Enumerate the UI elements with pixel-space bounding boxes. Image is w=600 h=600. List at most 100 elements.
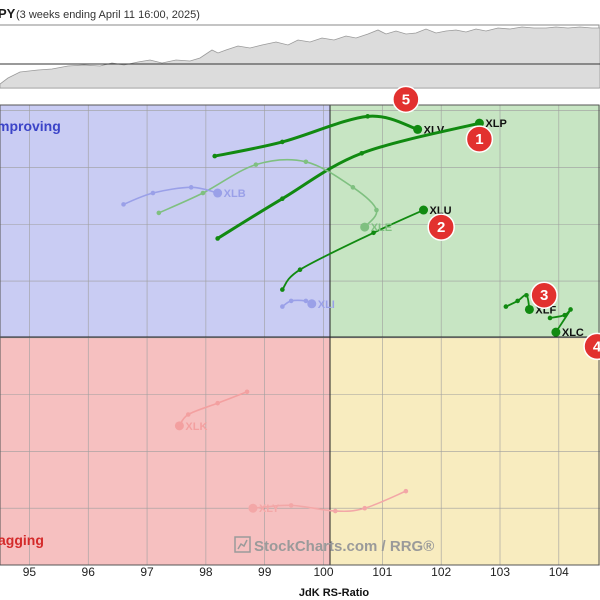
tail-point xyxy=(212,153,218,159)
tail-point xyxy=(253,162,259,167)
badge-number: 1 xyxy=(475,131,483,148)
tail-point xyxy=(362,505,368,511)
tail-point xyxy=(280,139,285,145)
badge-circle xyxy=(392,85,420,114)
tail-label-xlu: XLU xyxy=(430,205,452,217)
badge-circle xyxy=(530,281,558,309)
tail-head-xlv xyxy=(413,124,423,134)
badge-1: 1 xyxy=(465,125,494,153)
watermark-text: StockCharts.com / RRG® xyxy=(254,538,434,555)
tail-point xyxy=(524,292,529,298)
tail-point xyxy=(365,114,370,119)
tail-xli[interactable]: XLI xyxy=(280,298,335,311)
tail-point xyxy=(150,190,156,196)
badge-number: 2 xyxy=(437,219,445,236)
x-tick-label: 95 xyxy=(23,565,37,579)
tail-point xyxy=(503,304,509,309)
x-tick-label: 102 xyxy=(431,565,451,579)
tail-point xyxy=(200,190,206,196)
tail-head-xly xyxy=(248,503,258,513)
x-tick-label: 99 xyxy=(258,565,272,579)
tail-point xyxy=(568,307,573,312)
tail-point xyxy=(371,230,376,236)
tail-point xyxy=(374,207,379,213)
tail-point xyxy=(244,389,250,395)
quadrants xyxy=(0,105,600,565)
tail-point xyxy=(547,315,553,321)
quadrant-improving xyxy=(0,105,330,337)
tail-xlu[interactable]: XLU xyxy=(280,205,452,292)
tail-point xyxy=(515,298,520,304)
tail-xlc[interactable]: XLC xyxy=(547,307,584,339)
x-tick-label: 100 xyxy=(314,565,334,579)
annotation-badges: 1 2 3 4 5 xyxy=(392,85,600,361)
tail-line-xlk xyxy=(178,391,248,427)
x-tick-label: 103 xyxy=(490,565,510,579)
x-tick-label: 98 xyxy=(199,565,213,579)
stockcharts-watermark: StockCharts.com / RRG® xyxy=(234,536,434,555)
tail-point xyxy=(185,412,191,417)
tail-point xyxy=(350,185,356,190)
tail-point xyxy=(303,159,309,165)
badge-number: 3 xyxy=(540,287,548,304)
tail-point xyxy=(332,508,338,514)
watermark-logo-icon xyxy=(234,536,251,553)
badge-4: 4 xyxy=(583,332,600,361)
x-tick-label: 97 xyxy=(140,565,154,579)
tail-xlv[interactable]: XLV xyxy=(212,114,445,159)
badge-circle xyxy=(583,332,600,361)
tail-head-xli xyxy=(307,299,317,309)
tail-line-xlp xyxy=(216,121,480,240)
tail-label-xlb: XLB xyxy=(224,188,246,200)
tail-xlk[interactable]: XLK xyxy=(174,389,250,433)
tail-head-xlf xyxy=(524,304,534,314)
tail-label-xle: XLE xyxy=(371,222,392,234)
tail-point xyxy=(280,304,285,309)
tail-line-xlv xyxy=(214,114,419,158)
quadrant-weakening xyxy=(330,337,600,565)
tail-point xyxy=(359,150,365,156)
tail-head-xlb xyxy=(213,188,223,198)
tail-label-xly: XLY xyxy=(259,503,280,515)
tail-xlb[interactable]: XLB xyxy=(121,185,246,207)
tail-head-xle xyxy=(360,222,370,232)
tail-point xyxy=(288,298,294,304)
tail-point xyxy=(288,503,294,508)
tail-point xyxy=(280,287,285,292)
badge-number: 4 xyxy=(593,338,600,355)
tail-label-xli: XLI xyxy=(318,299,335,311)
quadrant-lagging xyxy=(0,337,330,565)
tail-line-xlf xyxy=(505,294,531,310)
badge-circle xyxy=(465,125,494,153)
tail-point xyxy=(156,210,162,216)
tail-point xyxy=(303,298,309,304)
tail-point xyxy=(121,202,126,207)
tail-xly[interactable]: XLY xyxy=(248,488,409,515)
tail-label-xlk: XLK xyxy=(185,421,207,433)
quadrant-label-improving: mproving xyxy=(0,118,61,134)
gridlines xyxy=(0,105,600,566)
tail-point xyxy=(188,185,194,190)
badge-2: 2 xyxy=(427,213,455,241)
tail-point xyxy=(215,400,220,406)
chart-subtitle: (3 weeks ending April 11 16:00, 2025) xyxy=(16,9,200,21)
watermark-logo-bars xyxy=(237,539,248,550)
tail-xle[interactable]: XLE xyxy=(156,158,393,234)
tail-line-xlb xyxy=(123,186,218,206)
x-tick-label: 96 xyxy=(82,565,96,579)
tail-xlp[interactable]: XLP xyxy=(215,118,507,241)
tail-head-xlu xyxy=(419,205,429,215)
badge-number: 5 xyxy=(402,91,410,108)
tail-point xyxy=(280,196,285,202)
badge-5: 5 xyxy=(392,85,420,114)
badge-circle xyxy=(427,213,455,241)
x-axis-title: JdK RS-Ratio xyxy=(299,587,370,599)
tail-head-xlc xyxy=(551,327,561,337)
x-tick-label: 104 xyxy=(549,565,569,579)
chart-ticker: PY xyxy=(0,6,16,21)
tail-line-xlu xyxy=(281,209,424,291)
x-tick-label: 101 xyxy=(372,565,392,579)
tail-head-xlk xyxy=(174,421,184,431)
